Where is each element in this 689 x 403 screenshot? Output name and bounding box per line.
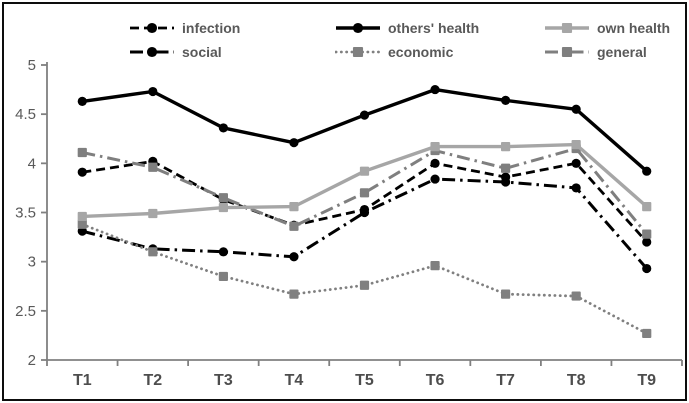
y-tick-label: 3.5 [15,205,36,222]
series-line [82,87,648,173]
x-tick-label: T8 [567,372,586,389]
data-point-marker [146,46,158,58]
series-social [77,174,652,274]
legend-label: social [182,44,222,60]
data-point-marker [289,221,299,231]
legend-item-economic: economic [335,44,544,60]
data-point-marker [218,193,228,203]
data-point-marker [148,162,158,172]
x-tick-label: T4 [285,372,304,389]
x-tick-label: T2 [143,372,162,389]
data-point-marker [571,140,581,150]
data-point-marker [561,46,573,58]
data-point-marker [359,188,370,198]
data-point-marker [77,167,87,177]
data-point-marker [146,22,158,34]
data-point-marker [148,247,158,257]
legend-item-own-health: own health [544,20,670,36]
data-point-marker [148,208,158,219]
data-point-marker [642,229,652,239]
legend-item-social: social [129,44,335,60]
data-point-marker [148,86,158,97]
data-point-marker [430,261,440,271]
y-tick-label: 4.5 [15,106,36,123]
series-economic [77,219,652,339]
data-point-marker [218,123,228,133]
data-point-marker [430,142,440,152]
legend-label: others' health [388,20,480,36]
legend-swatch-icon [336,22,380,34]
data-point-marker [430,158,440,168]
legend-swatch-icon [545,22,589,34]
x-tick-label: T9 [637,372,656,389]
data-point-marker [352,22,364,34]
legend-label: economic [388,44,454,60]
y-tick-label: 5 [28,57,36,74]
data-point-marker [430,84,440,95]
data-point-marker [289,138,299,148]
data-point-marker [501,95,511,105]
chart-legend: infection others' health own health social e… [129,20,670,60]
legend-row: infection others' health own health [129,20,670,36]
data-point-marker [77,96,87,106]
series-line [81,177,648,270]
data-point-marker [218,247,228,257]
data-point-marker [571,158,581,168]
y-tick-label: 4 [28,155,36,172]
legend-swatch-icon [130,46,174,58]
data-point-marker [359,110,370,120]
legend-item-general: general [544,44,647,60]
data-point-marker [571,291,581,301]
series-line [80,222,649,335]
legend-item-infection: infection [129,20,335,36]
legend-swatch-icon [335,46,381,58]
series-own-health [77,140,652,222]
legend-swatch-icon [130,22,174,34]
data-point-marker [430,174,440,184]
x-tick-label: T3 [214,372,233,389]
legend-item-others-health: others' health [335,20,544,36]
data-point-marker [501,289,511,299]
data-point-marker [561,22,573,34]
data-point-marker [352,46,364,58]
data-point-marker [642,237,652,247]
data-point-marker [289,289,299,299]
data-point-marker [218,202,228,213]
data-point-marker [289,202,299,212]
data-point-marker [359,207,370,218]
y-tick-label: 2.5 [15,303,36,320]
x-tick-label: T5 [355,372,374,389]
data-point-marker [359,166,370,176]
x-tick-label: T6 [426,372,445,389]
data-point-marker [501,142,511,152]
legend-label: general [597,44,647,60]
data-point-marker [642,263,652,274]
data-point-marker [642,202,652,212]
series-others-health [77,84,652,176]
data-point-marker [642,166,652,176]
legend-swatch-icon [545,46,589,58]
data-point-marker [77,147,87,158]
data-point-marker [571,104,581,114]
series-general [77,143,652,239]
data-point-marker [642,328,652,339]
x-tick-label: T1 [73,372,92,389]
data-point-marker [77,219,87,229]
data-point-marker [501,163,511,173]
data-point-marker [218,271,228,282]
x-tick-label: T7 [496,372,515,389]
data-point-marker [501,177,511,187]
data-point-marker [77,211,87,222]
legend-row: social economic general [129,44,670,60]
legend-label: infection [182,20,241,36]
y-tick-label: 2 [28,352,36,369]
data-point-marker [289,252,299,262]
data-point-marker [359,280,370,290]
data-point-marker [571,183,581,193]
legend-label: own health [597,20,671,36]
y-tick-label: 3 [28,254,36,271]
